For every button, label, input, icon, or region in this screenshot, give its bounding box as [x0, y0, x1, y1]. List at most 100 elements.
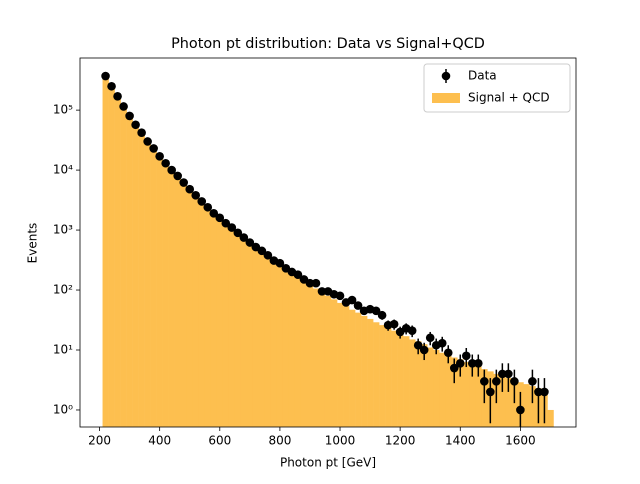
histogram-bar	[168, 170, 175, 427]
data-point	[107, 81, 116, 91]
data-point	[173, 171, 182, 181]
histogram-bar	[240, 238, 248, 427]
y-axis-label: Events	[26, 223, 40, 264]
data-point	[480, 377, 489, 386]
histogram-bar	[445, 355, 452, 427]
data-point	[437, 338, 447, 348]
data-point	[167, 165, 176, 175]
histogram-bar	[294, 276, 302, 427]
x-tick-label: 1400	[445, 434, 476, 448]
histogram-bar	[162, 163, 169, 428]
plot-area	[101, 71, 554, 428]
y-tick-label: 10³	[53, 223, 73, 237]
axes-frame	[79, 57, 577, 428]
histogram-bar	[210, 212, 218, 427]
histogram-bar	[138, 133, 145, 427]
histogram-bar	[379, 325, 386, 427]
histogram-bar	[403, 336, 410, 427]
histogram-bar	[505, 378, 512, 427]
data-point	[185, 184, 195, 194]
data-point	[143, 137, 152, 146]
histogram-bar	[312, 288, 320, 427]
histogram-bar	[409, 339, 416, 427]
data-point	[113, 92, 122, 101]
histogram-bar	[349, 309, 356, 427]
legend-label: Data	[468, 69, 497, 83]
data-point	[221, 218, 231, 228]
histogram-bar	[463, 362, 470, 427]
data-point	[275, 258, 285, 268]
histogram-bar	[276, 265, 284, 427]
legend-label: Signal + QCD	[468, 91, 550, 105]
histogram-bar	[439, 352, 446, 427]
histogram-bar	[282, 269, 290, 427]
histogram-bar	[306, 284, 314, 427]
histogram-bar	[469, 364, 476, 427]
histogram-bar	[216, 217, 224, 427]
histogram-bar	[300, 281, 308, 427]
histogram-bar	[258, 252, 266, 427]
data-point	[257, 246, 267, 256]
data-point	[335, 291, 345, 301]
histogram-bar	[355, 312, 362, 427]
data-point	[293, 270, 303, 280]
data-point	[534, 387, 543, 397]
data-point	[377, 310, 387, 320]
histogram-bar	[421, 344, 428, 427]
x-tick-label: 600	[208, 434, 231, 448]
histogram-bar	[252, 247, 260, 427]
histogram-bar	[433, 350, 440, 427]
histogram-bar	[385, 328, 392, 427]
data-point	[263, 250, 273, 260]
histogram-bar	[174, 176, 182, 427]
data-point	[419, 345, 429, 355]
data-point	[528, 377, 537, 386]
data-point	[540, 387, 549, 397]
histogram-bar	[427, 347, 434, 427]
data-point	[353, 301, 363, 310]
data-point	[371, 306, 381, 316]
data-point	[131, 120, 140, 130]
data-point	[510, 377, 519, 386]
data-point	[101, 71, 110, 81]
histogram-bar	[270, 260, 278, 427]
data-point	[161, 158, 170, 168]
data-point	[443, 348, 453, 358]
histogram-bar	[120, 106, 127, 428]
data-point	[155, 151, 164, 161]
data-point	[149, 144, 158, 153]
data-point	[425, 333, 435, 343]
y-tick-label: 10¹	[53, 343, 73, 357]
data-point	[413, 340, 423, 350]
histogram-bar	[234, 233, 242, 427]
histogram-bar	[144, 141, 151, 428]
histogram-bar	[204, 207, 212, 427]
histogram-bar	[391, 330, 398, 427]
histogram-bar	[451, 357, 458, 427]
data-point	[407, 326, 417, 335]
histogram-bar	[180, 182, 188, 427]
histogram-bar	[324, 295, 332, 427]
data-point	[449, 363, 459, 373]
histogram-bar	[475, 366, 482, 427]
data-point	[209, 209, 219, 218]
x-tick-label: 1600	[505, 434, 536, 448]
x-tick-label: 1200	[385, 434, 416, 448]
data-point	[492, 377, 501, 386]
data-point	[203, 202, 213, 212]
y-tick-label: 10⁰	[53, 402, 73, 416]
histogram-bar	[547, 409, 554, 427]
histogram-bar	[192, 195, 200, 427]
x-tick-label: 400	[148, 434, 171, 448]
data-point	[486, 387, 495, 397]
data-point	[311, 278, 321, 288]
histogram-bar	[529, 386, 536, 427]
legend-box	[423, 63, 571, 113]
histogram-bar	[114, 97, 121, 427]
data-point	[504, 369, 513, 379]
data-point	[389, 319, 399, 329]
data-point	[467, 359, 477, 368]
histogram-bar	[132, 124, 139, 428]
histogram-bar	[126, 115, 133, 428]
